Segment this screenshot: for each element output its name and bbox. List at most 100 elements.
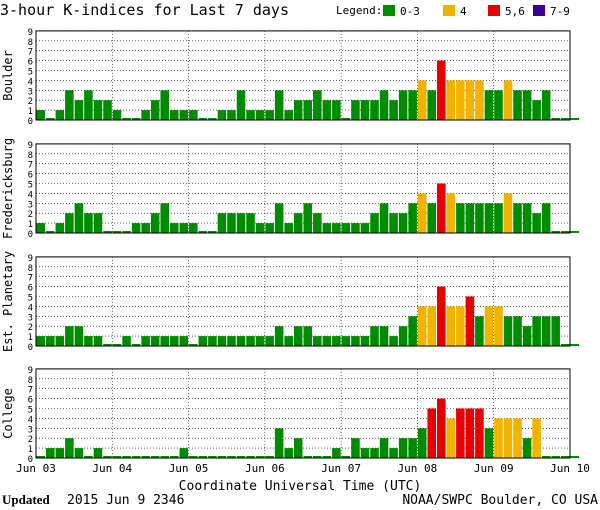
bar [522, 203, 532, 233]
bar [179, 223, 189, 233]
bar [255, 110, 265, 120]
bar [112, 110, 122, 120]
legend-text-2: 5,6 [505, 5, 525, 18]
bar [379, 438, 389, 458]
bar [360, 223, 370, 233]
bar [503, 193, 513, 233]
y-tick-label: 9 [28, 28, 33, 38]
bar [370, 448, 379, 458]
bar [389, 448, 398, 458]
bar [389, 336, 398, 346]
bar [456, 80, 465, 120]
y-tick-label: 1 [28, 333, 33, 343]
bar [532, 213, 541, 233]
bar [179, 110, 189, 120]
bar [46, 231, 55, 233]
bar [55, 110, 65, 120]
bar [475, 203, 484, 233]
bar [427, 90, 436, 120]
bar [150, 213, 160, 233]
bar [379, 326, 389, 346]
bar [332, 223, 341, 233]
bar [274, 326, 284, 346]
bar [370, 326, 379, 346]
x-tick-label: Jun 06 [245, 462, 285, 475]
y-tick-label: 1 [28, 107, 33, 117]
bar [36, 456, 46, 458]
bar [494, 306, 503, 346]
bar [198, 118, 208, 120]
panel-label: Boulder [1, 50, 15, 101]
bar [446, 418, 456, 458]
legend-text-0: 0-3 [400, 5, 420, 18]
panel-frame [35, 368, 571, 459]
bar [246, 456, 255, 458]
bar [379, 203, 389, 233]
bar [322, 100, 332, 120]
bar [112, 344, 122, 346]
bar [141, 110, 150, 120]
bar [141, 223, 150, 233]
bar [246, 110, 255, 120]
y-tick-label: 6 [28, 171, 33, 181]
bar [303, 456, 313, 458]
y-tick-label: 9 [28, 141, 33, 151]
y-tick-label: 6 [28, 284, 33, 294]
bar [465, 80, 475, 120]
bar [513, 316, 522, 346]
bar [65, 326, 74, 346]
bar [427, 408, 436, 458]
y-tick-label: 7 [28, 274, 33, 284]
bar [293, 326, 303, 346]
bar [160, 203, 169, 233]
bar [341, 118, 351, 120]
source-credit: NOAA/SWPC Boulder, CO USA [402, 493, 598, 508]
y-tick-label: 5 [28, 406, 33, 416]
bar [170, 456, 179, 458]
bar [532, 418, 541, 458]
bar [284, 223, 293, 233]
bar [437, 286, 446, 346]
y-tick-label: 4 [28, 77, 33, 87]
bar [341, 223, 351, 233]
x-tick-label: Jun 03 [16, 462, 56, 475]
bar [475, 408, 484, 458]
bar [408, 438, 417, 458]
bar [417, 80, 427, 120]
bar [417, 428, 427, 458]
bar [179, 336, 189, 346]
legend-label: Legend: [336, 4, 382, 17]
panel-frame [35, 30, 571, 121]
bar [313, 456, 322, 458]
bar [522, 326, 532, 346]
panel-frame [35, 256, 571, 347]
bar [551, 456, 560, 458]
bar [103, 456, 112, 458]
bar [160, 456, 169, 458]
bar [170, 223, 179, 233]
bar [217, 336, 227, 346]
bar [246, 213, 255, 233]
bar [379, 90, 389, 120]
bar [303, 100, 313, 120]
x-tick-label: Jun 07 [321, 462, 361, 475]
y-tick-label: 0 [28, 455, 33, 465]
bar [46, 336, 55, 346]
bar [265, 110, 274, 120]
bar [541, 203, 551, 233]
bar [284, 110, 293, 120]
bar [284, 336, 293, 346]
bar [398, 213, 408, 233]
y-tick-label: 8 [28, 264, 33, 274]
bar [560, 231, 570, 233]
y-tick-label: 5 [28, 68, 33, 78]
bar [570, 231, 580, 233]
bar [74, 100, 84, 120]
bar [284, 448, 293, 458]
bar [570, 344, 580, 346]
bar [255, 456, 265, 458]
bar [446, 306, 456, 346]
